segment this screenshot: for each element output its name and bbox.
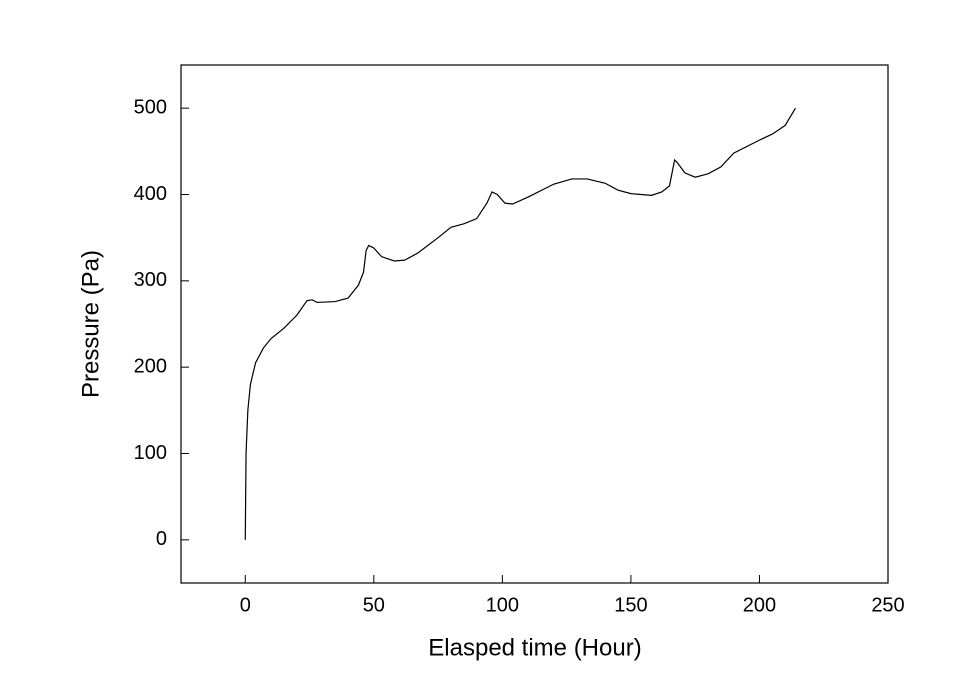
y-tick-label: 400 [134,183,167,205]
x-axis-label: Elasped time (Hour) [428,634,641,661]
y-tick-label: 100 [134,442,167,464]
y-tick-label: 500 [134,96,167,118]
plot-frame [180,64,889,584]
y-tick-label: 0 [156,528,167,550]
x-tick-label: 250 [871,594,904,616]
x-tick-label: 100 [486,594,519,616]
y-tick-label: 200 [134,355,167,377]
x-tick-label: 150 [614,594,647,616]
x-tick-label: 50 [363,594,385,616]
y-axis-label: Pressure (Pa) [77,250,104,398]
y-tick-label: 300 [134,269,167,291]
x-tick-label: 0 [240,594,251,616]
data-line [244,107,796,540]
x-tick-label: 200 [743,594,776,616]
